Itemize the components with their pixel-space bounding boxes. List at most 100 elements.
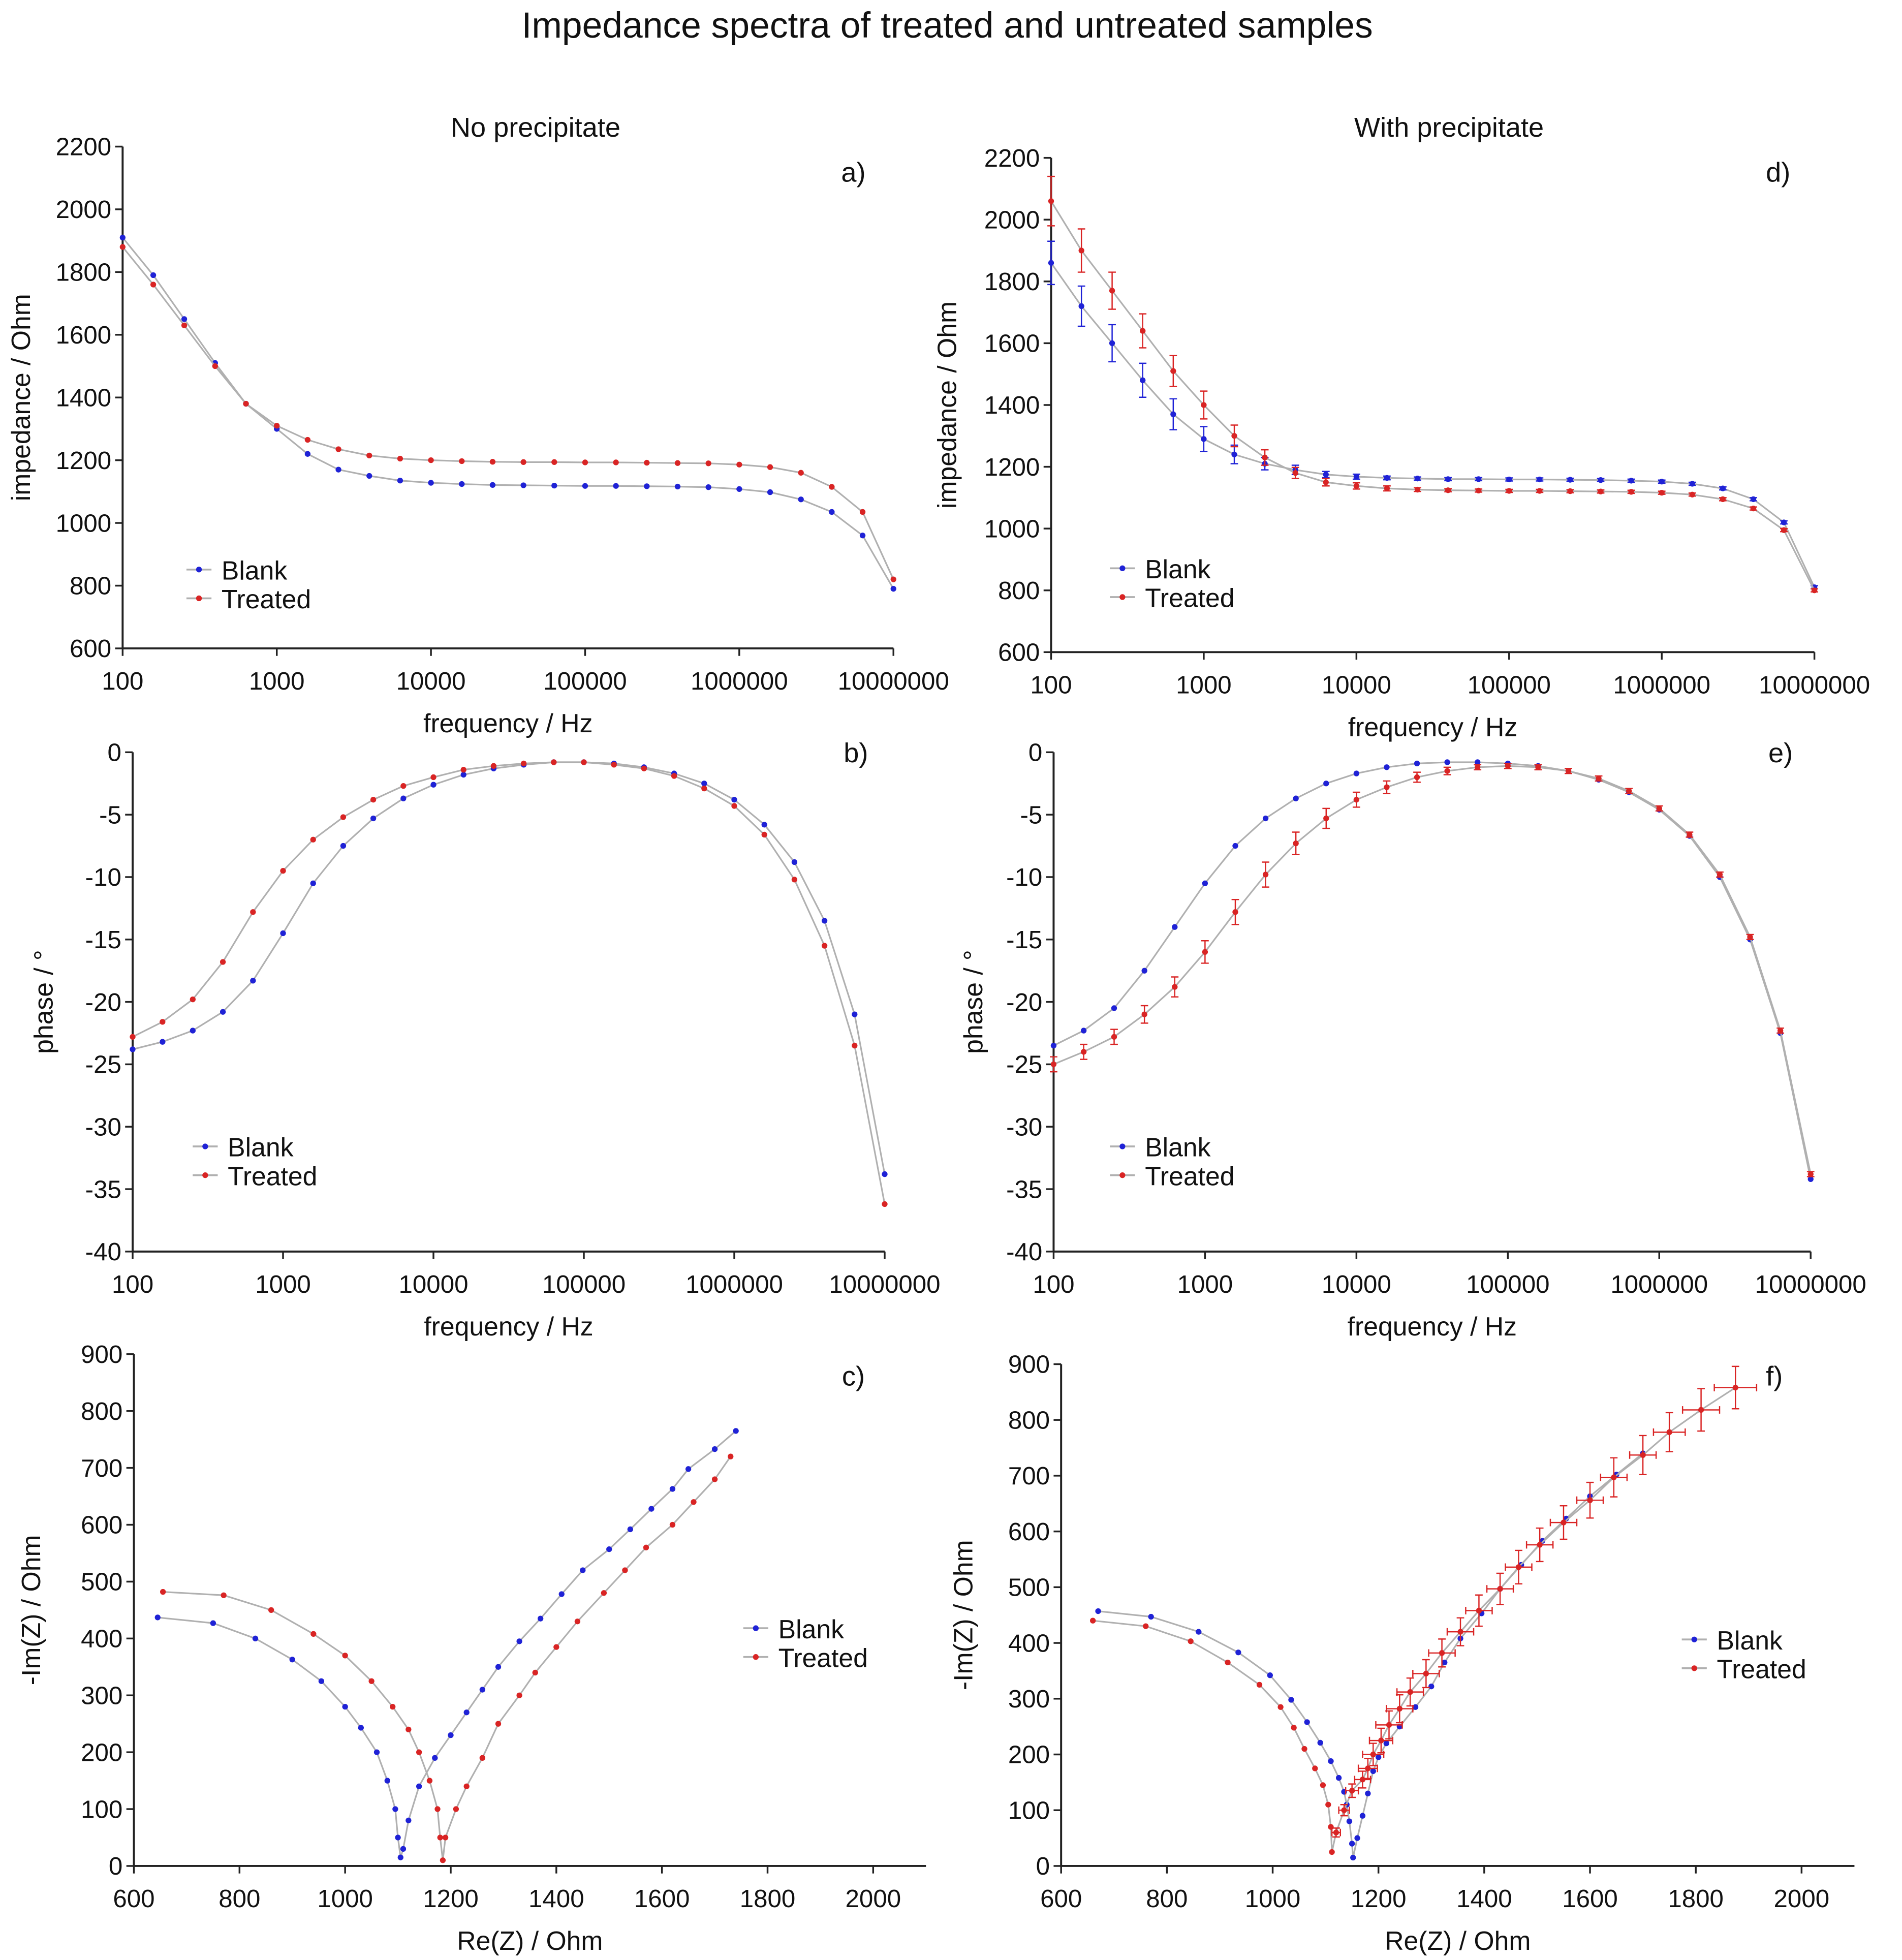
data-point bbox=[280, 868, 286, 874]
data-point bbox=[1587, 1497, 1593, 1503]
y-axis-label: -Im(Z) / Ohm bbox=[16, 1535, 46, 1685]
y-tick-label: -10 bbox=[85, 863, 121, 891]
legend-marker bbox=[753, 1625, 759, 1631]
data-point bbox=[643, 1544, 649, 1550]
data-point bbox=[1506, 476, 1512, 483]
x-tick-label: 10000 bbox=[396, 667, 466, 695]
series-line bbox=[158, 1430, 737, 1858]
y-tick-label: -35 bbox=[1006, 1175, 1042, 1203]
y-tick-label: 900 bbox=[81, 1341, 122, 1368]
x-tick-label: 1000 bbox=[1177, 1270, 1233, 1298]
data-point bbox=[342, 1703, 348, 1710]
y-tick-label: -5 bbox=[1020, 801, 1042, 829]
y-tick-label: 100 bbox=[1008, 1796, 1050, 1824]
data-point bbox=[370, 797, 377, 803]
y-tick-label: 700 bbox=[81, 1454, 122, 1482]
series-line bbox=[1053, 761, 1812, 1179]
x-tick-label: 100000 bbox=[1468, 671, 1551, 699]
data-point bbox=[761, 831, 767, 838]
y-tick-label: -25 bbox=[85, 1051, 121, 1079]
y-tick-label: 1000 bbox=[56, 509, 112, 537]
legend-marker bbox=[202, 1143, 208, 1149]
series-line bbox=[132, 761, 886, 1174]
data-point bbox=[1277, 1704, 1284, 1710]
data-point bbox=[430, 774, 436, 781]
x-tick-label: 600 bbox=[1040, 1885, 1082, 1913]
data-point bbox=[1811, 587, 1818, 594]
legend-label: Blank bbox=[1717, 1626, 1783, 1655]
data-point bbox=[1386, 1722, 1392, 1728]
series-line bbox=[122, 246, 894, 580]
panel-label: c) bbox=[842, 1361, 865, 1391]
data-point bbox=[1383, 1740, 1389, 1747]
y-tick-label: 300 bbox=[81, 1682, 122, 1709]
data-point bbox=[553, 1644, 559, 1650]
data-point bbox=[1717, 872, 1723, 878]
series-treated bbox=[130, 759, 888, 1207]
data-point bbox=[574, 1619, 581, 1625]
panel-e: 100 1000 10000 100000 1000000 10000000 -40 -35 -… bbox=[958, 738, 1866, 1341]
data-point bbox=[1384, 485, 1390, 491]
data-point bbox=[1080, 1028, 1087, 1034]
data-point bbox=[701, 785, 707, 792]
data-point bbox=[1505, 763, 1511, 769]
data-point bbox=[1475, 764, 1481, 770]
y-tick-label: 400 bbox=[81, 1625, 122, 1653]
x-axis-label: frequency / Hz bbox=[424, 1312, 593, 1341]
y-tick-label: -20 bbox=[1006, 988, 1042, 1016]
data-point bbox=[1235, 1650, 1241, 1656]
data-point bbox=[1781, 527, 1787, 533]
data-point bbox=[1537, 1542, 1543, 1548]
data-point bbox=[1628, 478, 1634, 484]
data-point bbox=[791, 859, 798, 865]
legend-marker bbox=[1691, 1665, 1697, 1671]
data-point bbox=[1201, 402, 1207, 408]
x-tick-label: 1000 bbox=[255, 1270, 311, 1298]
data-point bbox=[1423, 1670, 1429, 1677]
data-point bbox=[479, 1687, 486, 1693]
panel-f: 600 800 1000 1200 1400 1600 1800 2000 0 100 200 300… bbox=[948, 1351, 1855, 1955]
x-tick-label: 1400 bbox=[528, 1885, 584, 1913]
data-point bbox=[1111, 1034, 1117, 1040]
data-point bbox=[1078, 247, 1084, 254]
data-point bbox=[434, 1806, 441, 1812]
data-point bbox=[1515, 1564, 1522, 1570]
data-point bbox=[1350, 1854, 1356, 1861]
data-point bbox=[1370, 1751, 1376, 1758]
legend-marker bbox=[1119, 565, 1126, 572]
series-treated bbox=[1047, 175, 1819, 594]
data-point bbox=[304, 437, 311, 443]
data-point bbox=[1567, 488, 1573, 494]
data-point bbox=[1506, 488, 1512, 494]
legend-label: Blank bbox=[1145, 1133, 1210, 1162]
data-point bbox=[669, 1486, 676, 1492]
data-point bbox=[1567, 477, 1573, 483]
data-point bbox=[460, 771, 466, 778]
legend-label: Treated bbox=[222, 584, 311, 614]
data-point bbox=[551, 482, 557, 489]
data-point bbox=[1048, 260, 1054, 266]
panel-label: e) bbox=[1768, 738, 1793, 768]
data-point bbox=[358, 1725, 364, 1731]
x-tick-label: 600 bbox=[113, 1885, 154, 1913]
data-point bbox=[1232, 909, 1238, 915]
data-point bbox=[212, 363, 218, 369]
data-point bbox=[890, 586, 896, 592]
data-point bbox=[648, 1506, 654, 1512]
data-point bbox=[250, 978, 256, 984]
data-point bbox=[310, 1631, 317, 1637]
data-point bbox=[280, 930, 286, 937]
data-point bbox=[1414, 486, 1421, 493]
data-point bbox=[1225, 1659, 1231, 1666]
data-point bbox=[1349, 1788, 1355, 1794]
data-point bbox=[160, 1039, 166, 1045]
data-point bbox=[1640, 1452, 1646, 1458]
data-point bbox=[736, 461, 742, 468]
data-point bbox=[366, 473, 372, 479]
data-point bbox=[1598, 488, 1604, 494]
data-point bbox=[611, 762, 617, 768]
y-tick-label: -35 bbox=[85, 1175, 121, 1203]
data-point bbox=[1329, 1849, 1335, 1855]
data-point bbox=[728, 1453, 734, 1459]
